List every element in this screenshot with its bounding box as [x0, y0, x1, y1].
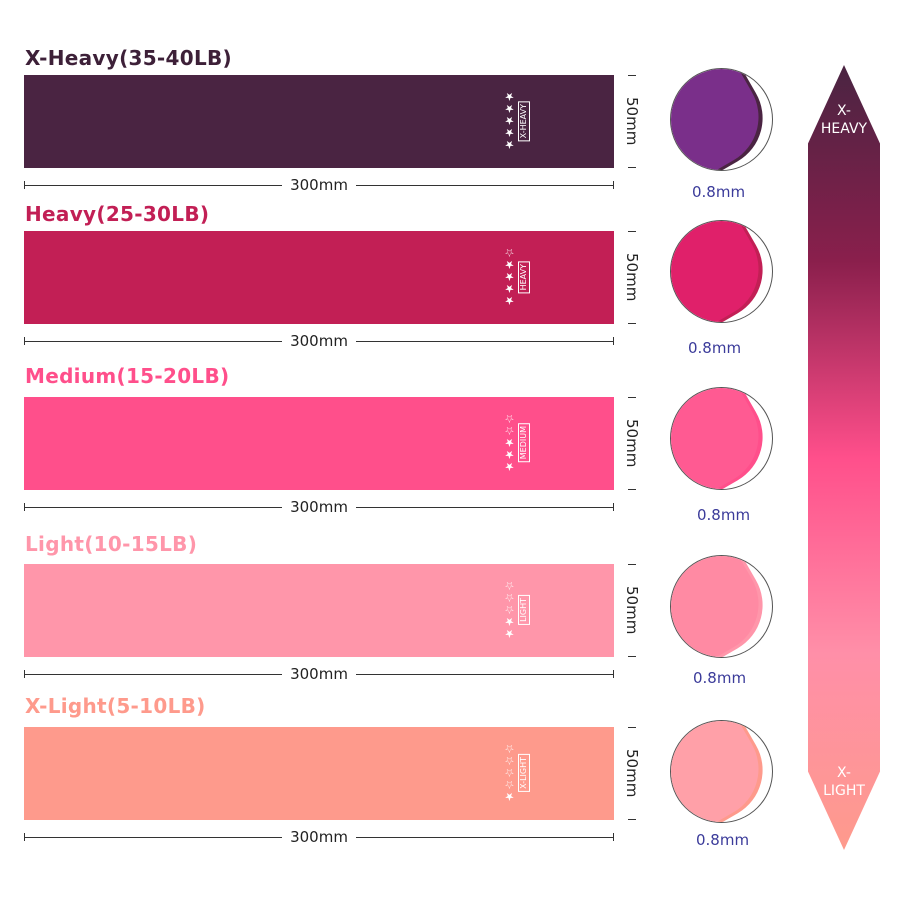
- resistance-band: ★★★★★ X-HEAVY: [24, 75, 614, 168]
- width-value: 300mm: [290, 498, 348, 516]
- width-dimension: 300mm: [24, 665, 615, 683]
- scale-top-label: X- HEAVY: [808, 102, 880, 138]
- thickness-value: 0.8mm: [697, 506, 751, 524]
- scale-bottom-line1: X-: [837, 765, 851, 781]
- height-value: 50mm: [623, 419, 641, 468]
- thickness-closeup: [670, 220, 773, 323]
- band-label: X-Heavy(35-40LB): [25, 46, 232, 70]
- band-tag: ★★★☆☆ MEDIUM: [503, 407, 544, 479]
- resistance-band: ★☆☆☆☆ X-LIGHT: [24, 727, 614, 820]
- height-dimension: 50mm: [622, 564, 642, 657]
- width-value: 300mm: [290, 828, 348, 846]
- scale-bottom-line2: LIGHT: [823, 783, 865, 799]
- band-tag: ★★★★☆ HEAVY: [503, 241, 544, 313]
- height-dimension: 50mm: [622, 727, 642, 820]
- width-dimension: 300mm: [24, 498, 615, 516]
- thickness-closeup: [670, 68, 773, 171]
- width-value: 300mm: [290, 332, 348, 350]
- thickness-value: 0.8mm: [688, 339, 742, 357]
- height-value: 50mm: [623, 97, 641, 146]
- band-label: Heavy(25-30LB): [25, 202, 210, 226]
- thickness-closeup: [670, 387, 773, 490]
- thickness-value: 0.8mm: [692, 183, 746, 201]
- star-rating: ★★★★★: [503, 91, 516, 151]
- height-value: 50mm: [623, 749, 641, 798]
- height-dimension: 50mm: [622, 397, 642, 490]
- intensity-scale-arrow: [808, 65, 880, 850]
- star-rating: ★☆☆☆☆: [503, 743, 516, 803]
- band-label: X-Light(5-10LB): [25, 694, 206, 718]
- band-level-text: X-LIGHT: [518, 754, 530, 792]
- band-level-text: X-HEAVY: [518, 100, 530, 142]
- scale-top-line2: HEAVY: [820, 121, 868, 137]
- band-tag: ★★☆☆☆ LIGHT: [503, 574, 544, 646]
- resistance-band: ★★★★☆ HEAVY: [24, 231, 614, 324]
- width-value: 300mm: [290, 176, 348, 194]
- width-value: 300mm: [290, 665, 348, 683]
- scale-top-line1: X-: [837, 103, 851, 119]
- thickness-value: 0.8mm: [696, 831, 750, 849]
- band-level-text: MEDIUM: [518, 423, 530, 463]
- height-dimension: 50mm: [622, 231, 642, 324]
- scale-bottom-label: X- LIGHT: [808, 764, 880, 800]
- height-value: 50mm: [623, 586, 641, 635]
- width-dimension: 300mm: [24, 332, 615, 350]
- height-dimension: 50mm: [622, 75, 642, 168]
- resistance-band: ★★☆☆☆ LIGHT: [24, 564, 614, 657]
- resistance-band: ★★★☆☆ MEDIUM: [24, 397, 614, 490]
- star-rating: ★★★☆☆: [503, 413, 516, 473]
- thickness-value: 0.8mm: [693, 669, 747, 687]
- band-level-text: LIGHT: [518, 595, 530, 625]
- band-tag: ★☆☆☆☆ X-LIGHT: [503, 737, 544, 809]
- thickness-closeup: [670, 555, 773, 658]
- band-tag: ★★★★★ X-HEAVY: [503, 85, 544, 157]
- thickness-closeup: [670, 720, 773, 823]
- band-label: Medium(15-20LB): [25, 364, 230, 388]
- band-label: Light(10-15LB): [25, 532, 198, 556]
- band-level-text: HEAVY: [518, 260, 530, 294]
- width-dimension: 300mm: [24, 828, 615, 846]
- star-rating: ★★★★☆: [503, 247, 516, 307]
- height-value: 50mm: [623, 253, 641, 302]
- width-dimension: 300mm: [24, 176, 615, 194]
- star-rating: ★★☆☆☆: [503, 580, 516, 640]
